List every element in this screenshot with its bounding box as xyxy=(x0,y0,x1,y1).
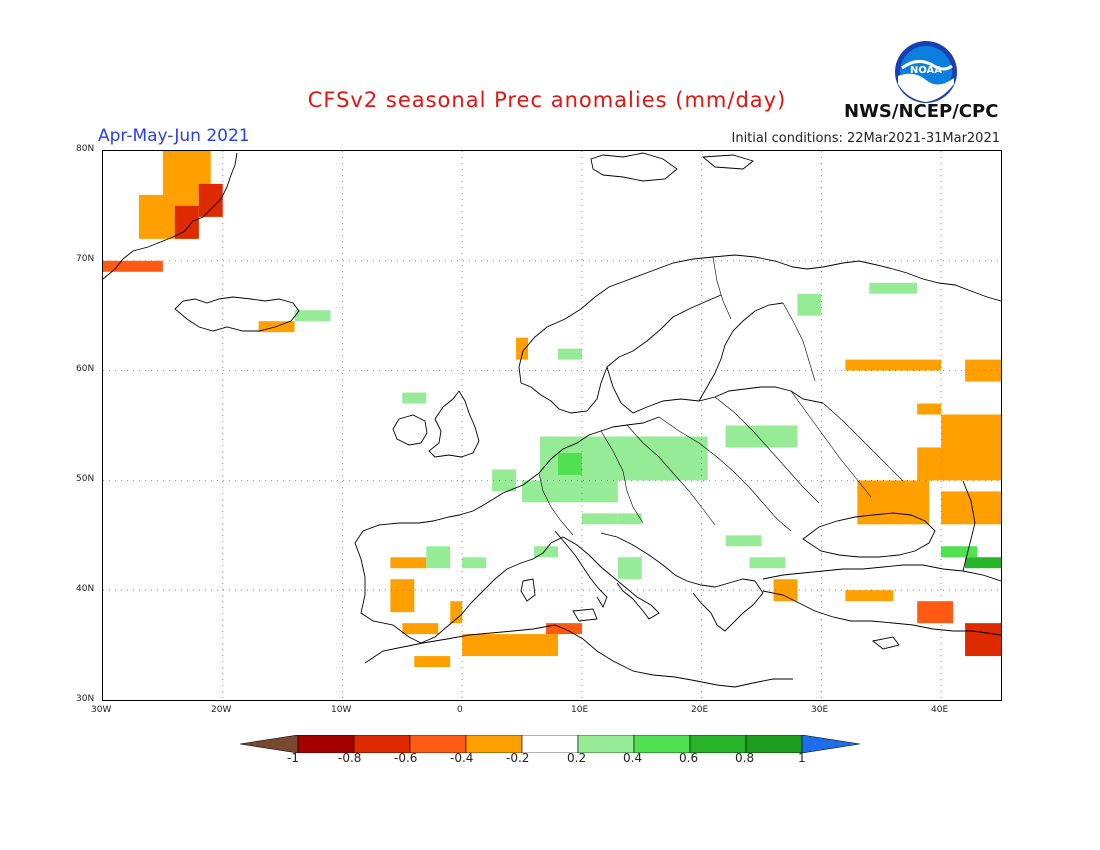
colorbar-swatch xyxy=(745,735,803,753)
colorbar-label: 0.8 xyxy=(735,751,755,765)
colorbar-max-arrow xyxy=(801,735,860,753)
anomaly-cell xyxy=(965,623,1001,657)
organization-label: NWS/NCEP/CPC xyxy=(844,101,999,122)
anomaly-cells xyxy=(103,151,1001,668)
anomaly-cell xyxy=(492,469,517,492)
anomaly-cell xyxy=(857,480,930,525)
anomaly-cell xyxy=(869,282,918,294)
initial-conditions: Initial conditions: 22Mar2021-31Mar2021 xyxy=(731,131,1001,146)
noaa-logo-text: NOAA xyxy=(910,65,942,76)
anomaly-cell xyxy=(965,557,1001,569)
colorbar-label: -0.8 xyxy=(338,751,362,765)
colorbar-label: 0.6 xyxy=(679,751,699,765)
lon-label-20e: 20E xyxy=(691,705,709,715)
anomaly-cell xyxy=(773,579,798,602)
anomaly-cell xyxy=(462,557,487,569)
anomaly-cell xyxy=(941,546,978,558)
colorbar-label: 1 xyxy=(798,751,806,765)
lon-label-40e: 40E xyxy=(931,705,949,715)
anomaly-cell xyxy=(629,458,666,481)
lon-label-0: 0 xyxy=(457,705,463,715)
anomaly-cell xyxy=(617,513,642,525)
colorbar-label: -0.4 xyxy=(450,751,474,765)
anomaly-cell xyxy=(725,425,798,448)
anomaly-cell xyxy=(516,337,529,360)
anomaly-cell xyxy=(426,546,451,569)
anomaly-cell xyxy=(450,601,463,624)
lat-label-40n: 40N xyxy=(76,584,95,594)
lon-label-30w: 30W xyxy=(91,705,112,715)
anomaly-cell xyxy=(557,348,582,360)
anomaly-cell xyxy=(917,447,1001,481)
anomaly-cell xyxy=(845,590,894,602)
colorbar-label: 0.2 xyxy=(567,751,587,765)
forecast-period: Apr-May-Jun 2021 xyxy=(98,126,250,146)
colorbar xyxy=(240,735,860,753)
anomaly-cell xyxy=(534,546,558,558)
anomaly-cell xyxy=(917,403,942,415)
anomaly-cell xyxy=(390,579,415,613)
anomaly-cell xyxy=(462,634,558,657)
colorbar-label: -0.6 xyxy=(394,751,418,765)
anomaly-cell xyxy=(294,310,331,322)
anomaly-cell xyxy=(845,359,942,371)
anomaly-cell xyxy=(581,513,618,525)
anomaly-cell xyxy=(941,491,1001,525)
lat-label-80n: 80N xyxy=(76,144,95,154)
colorbar-label: 0.4 xyxy=(623,751,643,765)
map-canvas xyxy=(103,151,1001,700)
anomaly-cell xyxy=(917,601,954,624)
lat-label-50n: 50N xyxy=(76,474,95,484)
anomaly-cell xyxy=(749,557,786,569)
map-title: CFSv2 seasonal Prec anomalies (mm/day) xyxy=(307,88,787,112)
anomaly-cell xyxy=(402,392,427,404)
lon-label-10w: 10W xyxy=(331,705,352,715)
anomaly-cell xyxy=(725,535,762,547)
anomaly-cell xyxy=(114,260,163,272)
anomaly-cell xyxy=(557,452,582,475)
anomaly-cell xyxy=(103,260,115,272)
anomaly-cell xyxy=(414,656,451,668)
anomaly-cell xyxy=(522,480,618,503)
anomaly-cell xyxy=(797,293,822,316)
anomaly-cell xyxy=(198,183,223,217)
lat-label-30n: 30N xyxy=(76,694,95,704)
noaa-logo: NOAA xyxy=(895,41,957,103)
lat-label-60n: 60N xyxy=(76,364,95,374)
lon-label-30e: 30E xyxy=(811,705,829,715)
lat-label-70n: 70N xyxy=(76,254,95,264)
colorbar-label: -0.2 xyxy=(506,751,530,765)
colorbar-label: -1 xyxy=(287,751,299,765)
anomaly-map xyxy=(102,150,1002,701)
lon-label-10e: 10E xyxy=(571,705,589,715)
graticule xyxy=(103,151,1001,700)
lon-label-20w: 20W xyxy=(211,705,232,715)
anomaly-cell xyxy=(965,359,1001,382)
anomaly-cell xyxy=(174,205,199,239)
anomaly-cell xyxy=(402,623,439,635)
anomaly-cell xyxy=(390,557,427,569)
anomaly-cell xyxy=(941,414,1001,448)
coastlines xyxy=(103,152,1001,688)
anomaly-cell xyxy=(617,557,642,580)
